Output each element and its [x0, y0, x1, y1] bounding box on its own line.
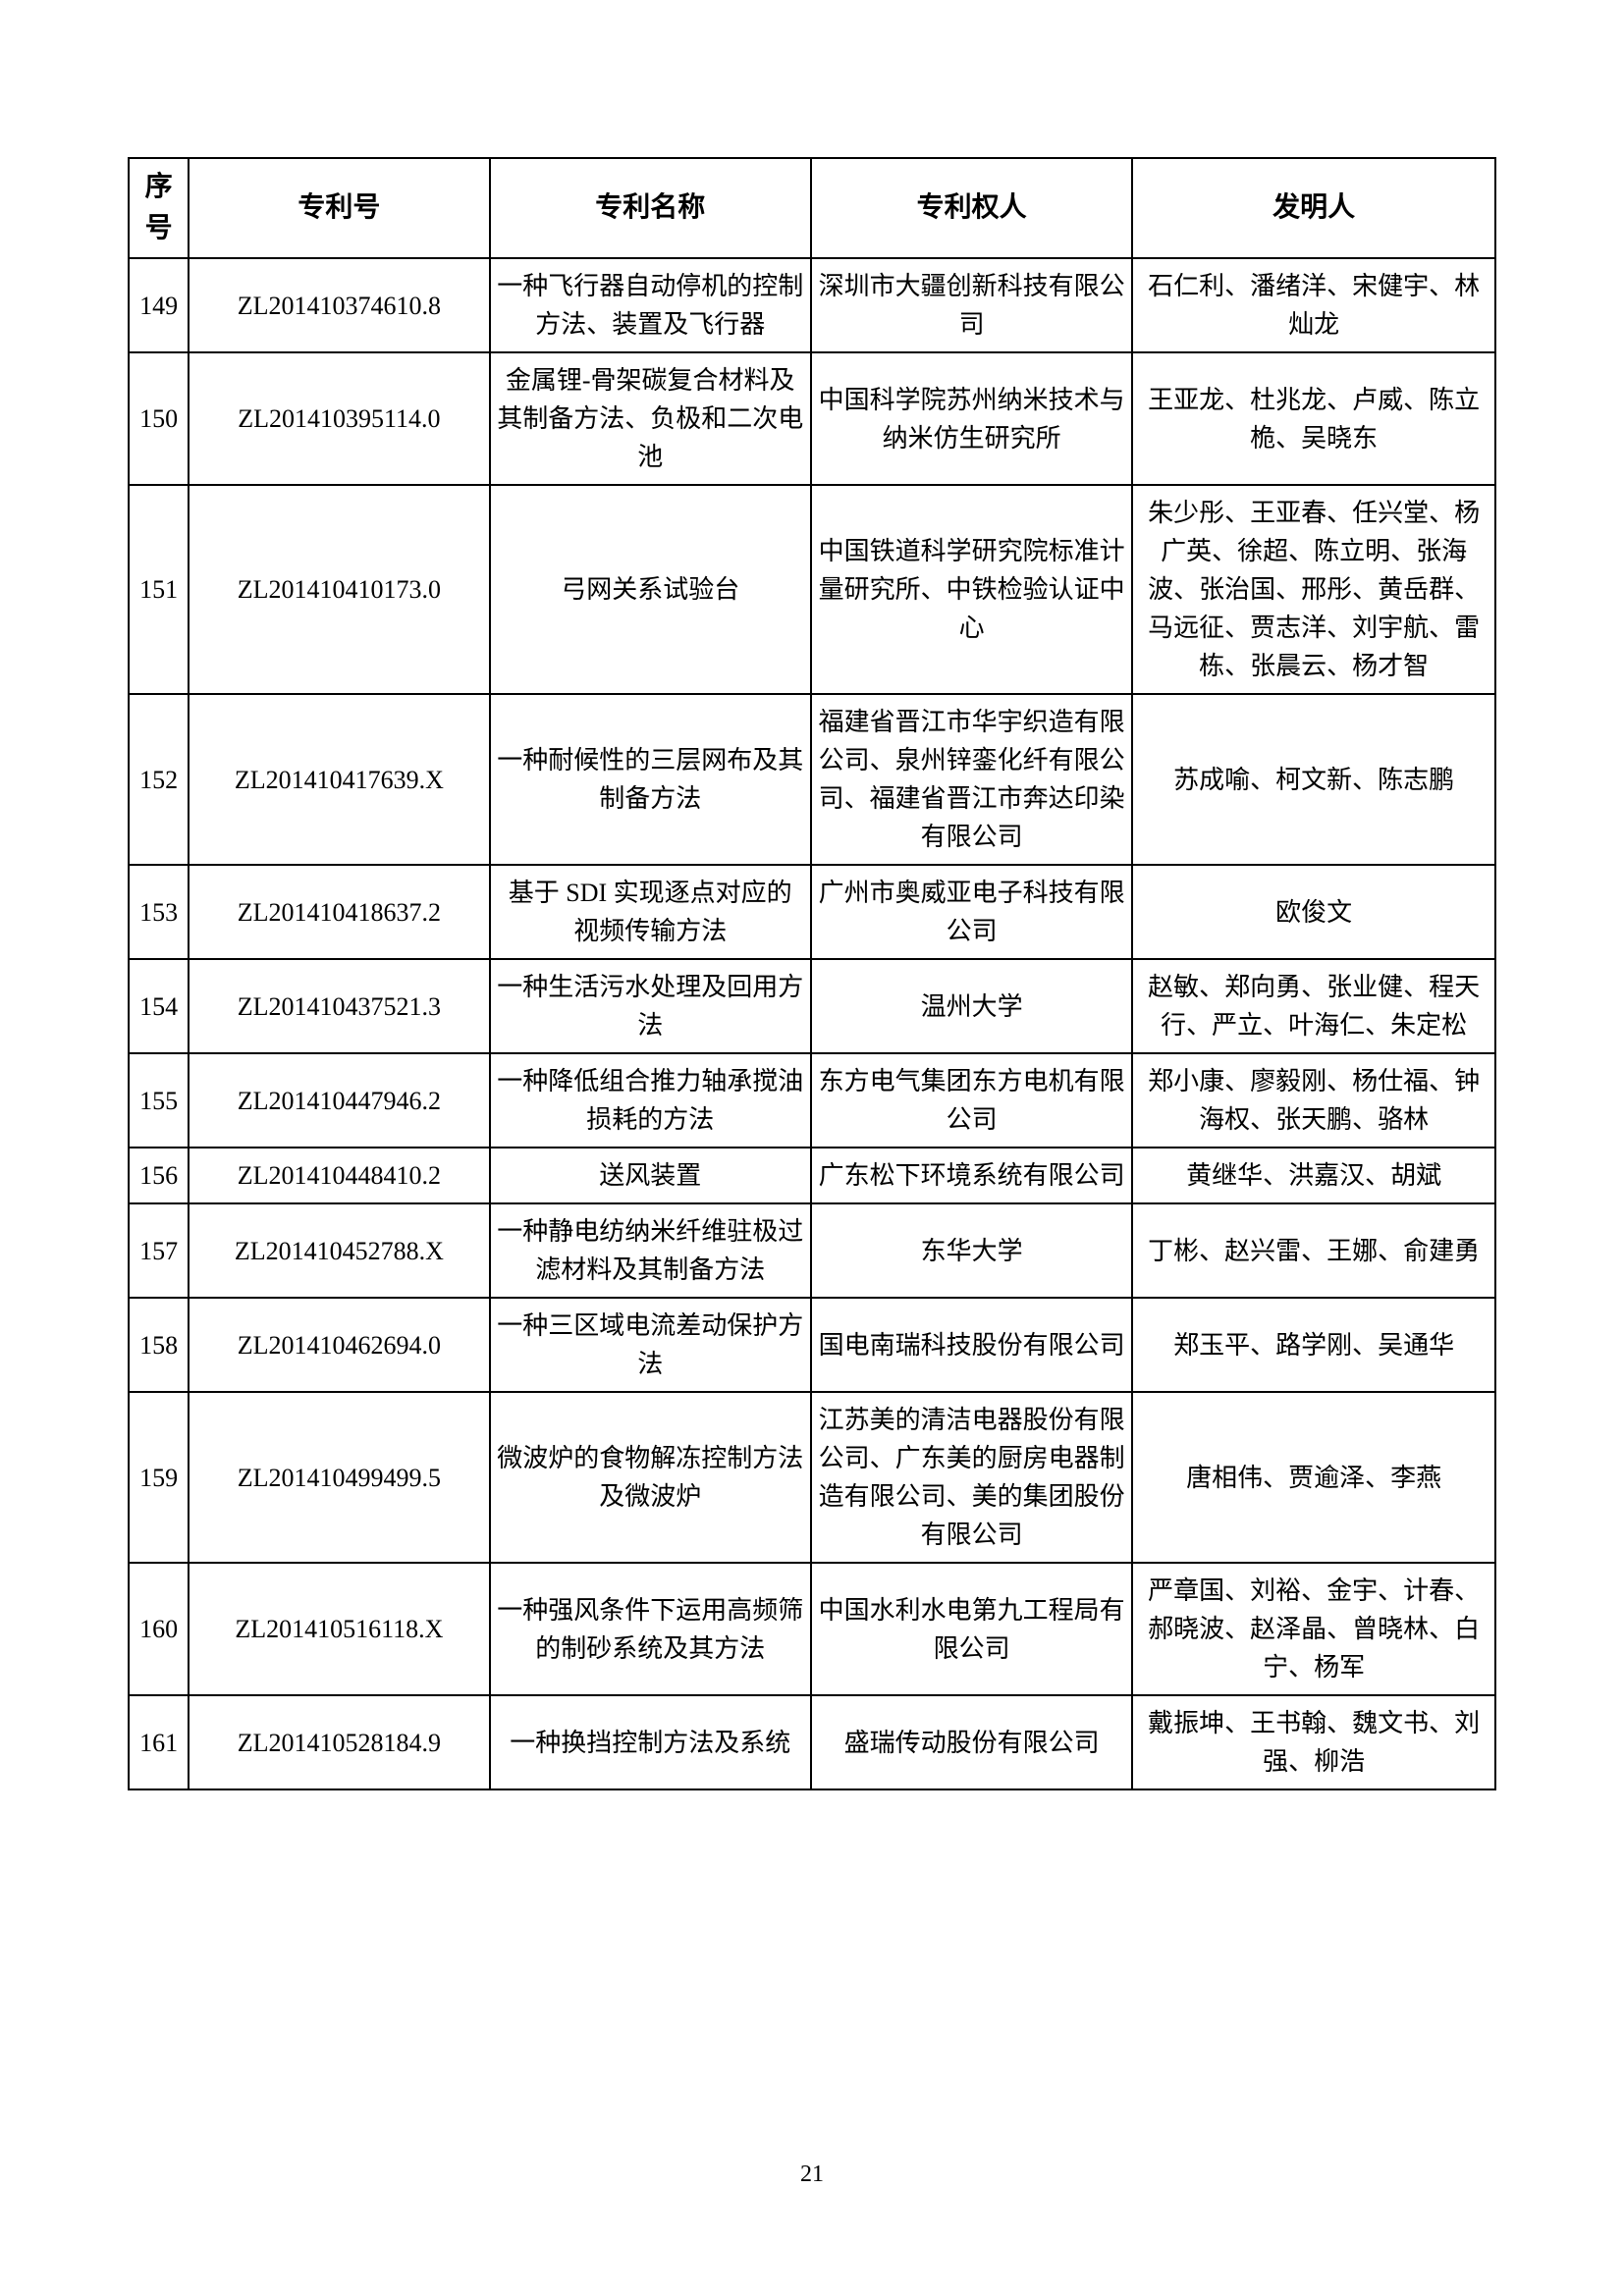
cell-owner: 深圳市大疆创新科技有限公司	[811, 258, 1132, 352]
cell-seq: 159	[129, 1392, 189, 1563]
cell-patent_no: ZL201410374610.8	[189, 258, 489, 352]
table-row: 161ZL201410528184.9一种换挡控制方法及系统盛瑞传动股份有限公司…	[129, 1695, 1495, 1789]
cell-seq: 151	[129, 485, 189, 694]
cell-inventor: 石仁利、潘绪洋、宋健宇、林灿龙	[1132, 258, 1495, 352]
cell-patent_no: ZL201410437521.3	[189, 959, 489, 1053]
cell-owner: 广州市奥威亚电子科技有限公司	[811, 865, 1132, 959]
cell-name: 基于 SDI 实现逐点对应的视频传输方法	[490, 865, 811, 959]
table-row: 154ZL201410437521.3一种生活污水处理及回用方法温州大学赵敏、郑…	[129, 959, 1495, 1053]
table-row: 153ZL201410418637.2基于 SDI 实现逐点对应的视频传输方法广…	[129, 865, 1495, 959]
table-row: 149ZL201410374610.8一种飞行器自动停机的控制方法、装置及飞行器…	[129, 258, 1495, 352]
cell-owner: 国电南瑞科技股份有限公司	[811, 1298, 1132, 1392]
cell-seq: 154	[129, 959, 189, 1053]
cell-inventor: 赵敏、郑向勇、张业健、程天行、严立、叶海仁、朱定松	[1132, 959, 1495, 1053]
cell-patent_no: ZL201410499499.5	[189, 1392, 489, 1563]
cell-patent_no: ZL201410452788.X	[189, 1203, 489, 1298]
cell-seq: 149	[129, 258, 189, 352]
cell-name: 送风装置	[490, 1148, 811, 1203]
cell-seq: 155	[129, 1053, 189, 1148]
cell-inventor: 黄继华、洪嘉汉、胡斌	[1132, 1148, 1495, 1203]
cell-patent_no: ZL201410528184.9	[189, 1695, 489, 1789]
header-name: 专利名称	[490, 158, 811, 258]
cell-name: 一种降低组合推力轴承搅油损耗的方法	[490, 1053, 811, 1148]
table-header-row: 序号 专利号 专利名称 专利权人 发明人	[129, 158, 1495, 258]
cell-seq: 153	[129, 865, 189, 959]
page-number: 21	[0, 2162, 1624, 2188]
table-row: 152ZL201410417639.X一种耐候性的三层网布及其制备方法福建省晋江…	[129, 694, 1495, 865]
table-row: 158ZL201410462694.0一种三区域电流差动保护方法国电南瑞科技股份…	[129, 1298, 1495, 1392]
table-row: 150ZL201410395114.0金属锂-骨架碳复合材料及其制备方法、负极和…	[129, 352, 1495, 485]
cell-inventor: 戴振坤、王书翰、魏文书、刘强、柳浩	[1132, 1695, 1495, 1789]
cell-patent_no: ZL201410395114.0	[189, 352, 489, 485]
cell-owner: 中国水利水电第九工程局有限公司	[811, 1563, 1132, 1695]
cell-name: 一种三区域电流差动保护方法	[490, 1298, 811, 1392]
cell-name: 弓网关系试验台	[490, 485, 811, 694]
cell-inventor: 唐相伟、贾逾泽、李燕	[1132, 1392, 1495, 1563]
cell-inventor: 严章国、刘裕、金宇、计春、郝晓波、赵泽晶、曾晓林、白宁、杨军	[1132, 1563, 1495, 1695]
cell-seq: 152	[129, 694, 189, 865]
header-seq: 序号	[129, 158, 189, 258]
cell-inventor: 欧俊文	[1132, 865, 1495, 959]
cell-name: 一种耐候性的三层网布及其制备方法	[490, 694, 811, 865]
cell-patent_no: ZL201410418637.2	[189, 865, 489, 959]
cell-name: 一种生活污水处理及回用方法	[490, 959, 811, 1053]
cell-seq: 157	[129, 1203, 189, 1298]
cell-name: 微波炉的食物解冻控制方法及微波炉	[490, 1392, 811, 1563]
table-row: 155ZL201410447946.2一种降低组合推力轴承搅油损耗的方法东方电气…	[129, 1053, 1495, 1148]
cell-name: 一种飞行器自动停机的控制方法、装置及飞行器	[490, 258, 811, 352]
cell-inventor: 丁彬、赵兴雷、王娜、俞建勇	[1132, 1203, 1495, 1298]
table-row: 160ZL201410516118.X一种强风条件下运用高频筛的制砂系统及其方法…	[129, 1563, 1495, 1695]
cell-seq: 158	[129, 1298, 189, 1392]
table-row: 151ZL201410410173.0弓网关系试验台中国铁道科学研究院标准计量研…	[129, 485, 1495, 694]
cell-patent_no: ZL201410447946.2	[189, 1053, 489, 1148]
cell-name: 一种静电纺纳米纤维驻极过滤材料及其制备方法	[490, 1203, 811, 1298]
cell-name: 一种强风条件下运用高频筛的制砂系统及其方法	[490, 1563, 811, 1695]
table-row: 159ZL201410499499.5微波炉的食物解冻控制方法及微波炉江苏美的清…	[129, 1392, 1495, 1563]
cell-patent_no: ZL201410462694.0	[189, 1298, 489, 1392]
cell-seq: 160	[129, 1563, 189, 1695]
cell-patent_no: ZL201410516118.X	[189, 1563, 489, 1695]
table-row: 156ZL201410448410.2送风装置广东松下环境系统有限公司黄继华、洪…	[129, 1148, 1495, 1203]
patent-table: 序号 专利号 专利名称 专利权人 发明人 149ZL201410374610.8…	[128, 157, 1496, 1790]
cell-owner: 中国铁道科学研究院标准计量研究所、中铁检验认证中心	[811, 485, 1132, 694]
cell-inventor: 王亚龙、杜兆龙、卢威、陈立桅、吴晓东	[1132, 352, 1495, 485]
cell-name: 金属锂-骨架碳复合材料及其制备方法、负极和二次电池	[490, 352, 811, 485]
cell-seq: 161	[129, 1695, 189, 1789]
cell-seq: 150	[129, 352, 189, 485]
cell-patent_no: ZL201410417639.X	[189, 694, 489, 865]
cell-patent_no: ZL201410448410.2	[189, 1148, 489, 1203]
cell-inventor: 郑玉平、路学刚、吴通华	[1132, 1298, 1495, 1392]
cell-owner: 东华大学	[811, 1203, 1132, 1298]
cell-inventor: 朱少彤、王亚春、任兴堂、杨广英、徐超、陈立明、张海波、张治国、邢彤、黄岳群、马远…	[1132, 485, 1495, 694]
cell-inventor: 苏成喻、柯文新、陈志鹏	[1132, 694, 1495, 865]
cell-patent_no: ZL201410410173.0	[189, 485, 489, 694]
cell-owner: 温州大学	[811, 959, 1132, 1053]
cell-name: 一种换挡控制方法及系统	[490, 1695, 811, 1789]
cell-owner: 东方电气集团东方电机有限公司	[811, 1053, 1132, 1148]
header-owner: 专利权人	[811, 158, 1132, 258]
cell-owner: 广东松下环境系统有限公司	[811, 1148, 1132, 1203]
table-row: 157ZL201410452788.X一种静电纺纳米纤维驻极过滤材料及其制备方法…	[129, 1203, 1495, 1298]
cell-seq: 156	[129, 1148, 189, 1203]
cell-owner: 江苏美的清洁电器股份有限公司、广东美的厨房电器制造有限公司、美的集团股份有限公司	[811, 1392, 1132, 1563]
header-patent-no: 专利号	[189, 158, 489, 258]
cell-owner: 中国科学院苏州纳米技术与纳米仿生研究所	[811, 352, 1132, 485]
cell-inventor: 郑小康、廖毅刚、杨仕福、钟海权、张天鹏、骆林	[1132, 1053, 1495, 1148]
cell-owner: 盛瑞传动股份有限公司	[811, 1695, 1132, 1789]
cell-owner: 福建省晋江市华宇织造有限公司、泉州锌銮化纤有限公司、福建省晋江市奔达印染有限公司	[811, 694, 1132, 865]
header-inventor: 发明人	[1132, 158, 1495, 258]
